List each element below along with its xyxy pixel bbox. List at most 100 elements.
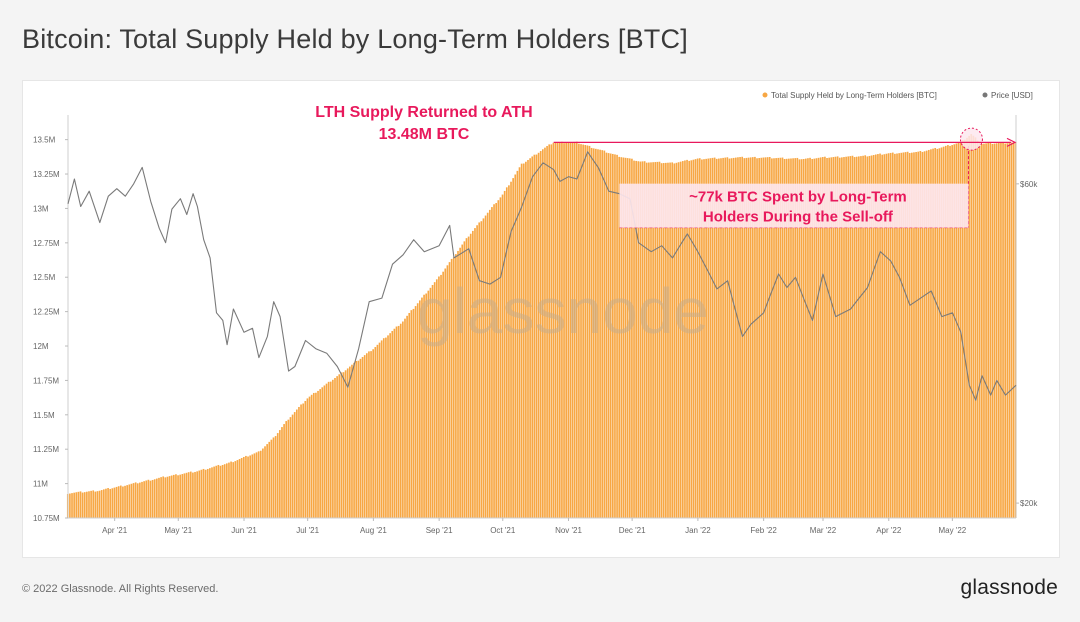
supply-bar — [378, 342, 381, 518]
supply-bar — [862, 155, 864, 518]
supply-bar — [476, 225, 478, 518]
chart-svg: 10.75M 11M 11.25M 11.5M 11.75M 12M 12.25M 12.5M… — [33, 91, 1038, 535]
supply-bar — [113, 487, 116, 518]
supply-bar — [253, 453, 256, 518]
supply-bar — [457, 250, 459, 518]
supply-bar — [978, 142, 981, 518]
supply-bar — [590, 147, 593, 518]
supply-bar — [618, 156, 621, 518]
supply-bar — [675, 162, 678, 518]
supply-bar — [525, 161, 527, 518]
supply-bar — [162, 476, 165, 518]
supply-bar — [921, 151, 924, 518]
supply-bar — [864, 155, 867, 519]
supply-bar — [567, 142, 570, 518]
supply-bar — [221, 464, 224, 518]
supply-bar — [486, 212, 489, 519]
supply-bar — [650, 162, 652, 519]
supply-bar — [578, 143, 580, 518]
supply-bar — [264, 446, 266, 518]
supply-bar — [760, 157, 763, 518]
supply-bar — [824, 156, 826, 518]
supply-bar — [911, 152, 913, 518]
supply-bar — [355, 360, 358, 518]
supply-bar — [183, 473, 186, 518]
supply-bar — [796, 157, 799, 518]
supply-bar — [421, 297, 423, 518]
supply-bar — [821, 157, 824, 518]
supply-bar — [236, 460, 239, 518]
supply-bar — [382, 338, 385, 518]
x-tick-label: Aug '21 — [360, 526, 387, 535]
supply-bar — [395, 326, 398, 518]
supply-bar — [213, 466, 215, 518]
supply-bar — [889, 152, 892, 518]
supply-bar — [232, 462, 235, 518]
supply-bar — [518, 167, 521, 518]
supply-bar — [406, 315, 408, 518]
supply-bar — [841, 157, 843, 518]
supply-bar — [75, 492, 78, 518]
supply-bar — [505, 187, 508, 518]
supply-bar — [100, 490, 103, 518]
supply-bar — [181, 474, 184, 518]
supply-bar — [238, 459, 241, 518]
supply-bar — [410, 310, 413, 518]
supply-bar — [412, 308, 415, 518]
supply-bar — [804, 158, 807, 518]
supply-bar — [785, 158, 788, 518]
supply-bar — [813, 158, 816, 518]
supply-bar — [115, 486, 118, 518]
supply-bar — [128, 484, 131, 518]
supply-bar — [739, 157, 741, 518]
supply-bar — [512, 178, 514, 518]
supply-bar — [802, 159, 805, 518]
supply-bar — [722, 157, 724, 518]
supply-bar — [603, 150, 606, 518]
supply-bar — [628, 158, 631, 518]
supply-bar — [179, 474, 182, 518]
supply-bar — [673, 163, 676, 518]
supply-bar — [380, 340, 383, 518]
supply-bar — [122, 486, 124, 518]
supply-bar — [446, 265, 449, 518]
supply-bar — [459, 247, 461, 519]
supply-bar — [703, 159, 705, 518]
supply-bar — [215, 465, 218, 518]
x-tick-label: Jul '21 — [296, 526, 319, 535]
supply-bar — [771, 158, 773, 518]
supply-bar — [891, 152, 894, 518]
x-tick-label: Dec '21 — [619, 526, 646, 535]
supply-bar — [698, 158, 701, 518]
annotation-ath-line-1: LTH Supply Returned to ATH — [315, 104, 532, 121]
supply-bar — [119, 485, 122, 518]
supply-bar — [690, 160, 693, 519]
supply-bar — [423, 294, 425, 518]
supply-bar — [501, 194, 504, 519]
supply-bar — [416, 303, 419, 518]
supply-bar — [109, 488, 112, 518]
supply-bar — [720, 158, 722, 518]
supply-bar — [953, 144, 956, 518]
supply-bar — [762, 157, 765, 518]
y-left-tick-label: 13.5M — [33, 136, 56, 145]
supply-bar — [970, 134, 973, 518]
supply-bar — [88, 491, 90, 518]
supply-bar — [168, 476, 171, 518]
supply-bar — [175, 474, 177, 518]
supply-bar — [508, 185, 510, 518]
supply-bar — [268, 441, 271, 518]
supply-bar — [452, 257, 455, 518]
supply-bar — [342, 372, 345, 518]
supply-bar — [976, 140, 979, 518]
supply-bar — [196, 471, 198, 518]
page-title: Bitcoin: Total Supply Held by Long-Term … — [22, 24, 688, 54]
legend-label-price: Price [USD] — [991, 91, 1033, 100]
supply-bar — [563, 143, 565, 518]
supply-bar — [484, 215, 487, 518]
x-tick-label: Apr '21 — [102, 526, 128, 535]
supply-bar — [684, 160, 686, 518]
supply-bar — [247, 456, 249, 518]
supply-bar — [1006, 143, 1009, 519]
supply-bar — [520, 163, 523, 518]
